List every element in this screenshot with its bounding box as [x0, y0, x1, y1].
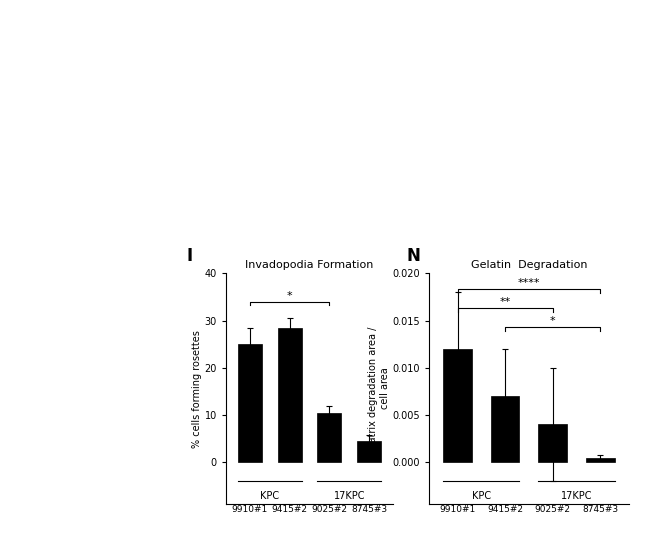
Bar: [278, 327, 301, 462]
Y-axis label: Matrix degradation area /
cell area: Matrix degradation area / cell area: [368, 326, 390, 451]
Bar: [318, 413, 341, 462]
Bar: [538, 425, 567, 462]
Text: *: *: [550, 316, 555, 326]
Text: 17KPC: 17KPC: [333, 490, 365, 501]
Text: N: N: [406, 247, 420, 265]
Text: ****: ****: [517, 279, 540, 288]
Bar: [491, 396, 519, 462]
Text: I: I: [187, 247, 193, 265]
Text: **: **: [500, 297, 511, 307]
Text: KPC: KPC: [260, 490, 279, 501]
Bar: [357, 441, 381, 462]
Y-axis label: % cells forming rosettes: % cells forming rosettes: [192, 330, 202, 448]
Title: Invadopodia Formation: Invadopodia Formation: [246, 260, 373, 270]
Text: 17KPC: 17KPC: [561, 490, 592, 501]
Text: KPC: KPC: [472, 490, 491, 501]
Bar: [238, 344, 262, 462]
Bar: [443, 349, 472, 462]
Text: *: *: [287, 291, 292, 301]
Bar: [586, 458, 614, 462]
Title: Gelatin  Degradation: Gelatin Degradation: [471, 260, 587, 270]
